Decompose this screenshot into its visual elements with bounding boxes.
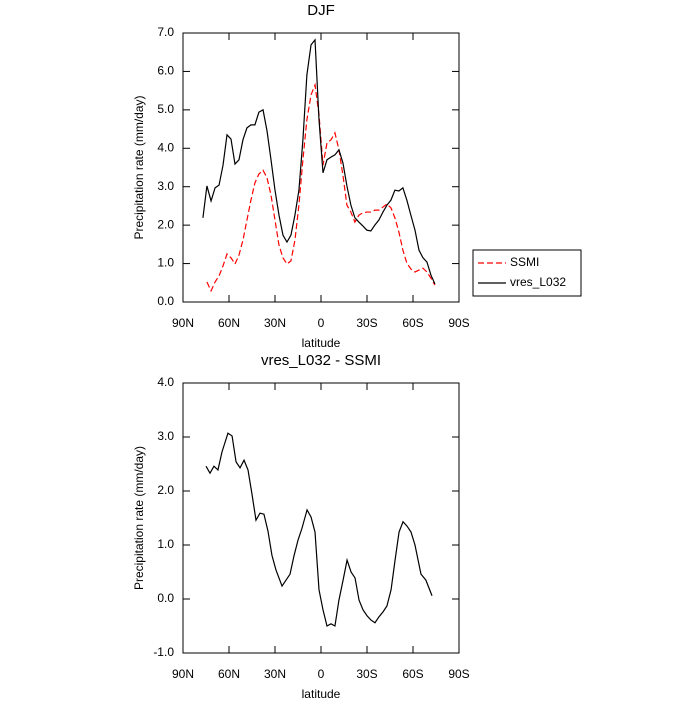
x-tick-label: 60S [402, 667, 423, 681]
y-tick-label: 2.0 [157, 217, 174, 231]
y-tick-label: 7.0 [157, 25, 174, 39]
y-axis-label: Precipitation rate (mm/day) [132, 446, 146, 590]
x-tick-label: 30S [356, 667, 377, 681]
y-tick-label: 0.0 [157, 294, 174, 308]
y-axis-label: Precipitation rate (mm/day) [132, 95, 146, 239]
y-tick-label: 3.0 [157, 179, 174, 193]
y-tick-label: 3.0 [157, 429, 174, 443]
x-tick-label: 90N [172, 667, 194, 681]
y-tick-label: 0.0 [157, 591, 174, 605]
legend-label: SSMI [510, 255, 539, 269]
plot-frame [182, 382, 460, 654]
y-tick-label: 6.0 [157, 64, 174, 78]
series-line [202, 38, 436, 285]
y-tick-label: 1.0 [157, 256, 174, 270]
x-tick-label: 30S [356, 316, 377, 330]
x-tick-label: 90S [448, 316, 469, 330]
x-tick-label: 90N [172, 316, 194, 330]
chart-title: DJF [307, 2, 335, 19]
x-tick-label: 30N [264, 316, 286, 330]
x-tick-label: 0 [318, 316, 325, 330]
legend-label: vres_L032 [510, 275, 566, 289]
series-line [206, 82, 436, 293]
chart-title: vres_L032 - SSMI [261, 352, 381, 369]
y-tick-label: 1.0 [157, 537, 174, 551]
y-tick-label: 4.0 [157, 375, 174, 389]
plot-frame [182, 32, 460, 303]
y-tick-label: 4.0 [157, 140, 174, 154]
x-tick-label: 60N [218, 667, 240, 681]
y-tick-label: -1.0 [153, 645, 174, 659]
x-tick-label: 0 [318, 667, 325, 681]
x-tick-label: 60S [402, 316, 423, 330]
y-tick-label: 2.0 [157, 483, 174, 497]
x-tick-label: 60N [218, 316, 240, 330]
legend-box [472, 249, 582, 297]
x-axis-label: latitude [302, 336, 341, 350]
y-tick-label: 5.0 [157, 102, 174, 116]
x-tick-label: 30N [264, 667, 286, 681]
series-line [205, 432, 433, 627]
x-axis-label: latitude [302, 687, 341, 700]
x-tick-label: 90S [448, 667, 469, 681]
